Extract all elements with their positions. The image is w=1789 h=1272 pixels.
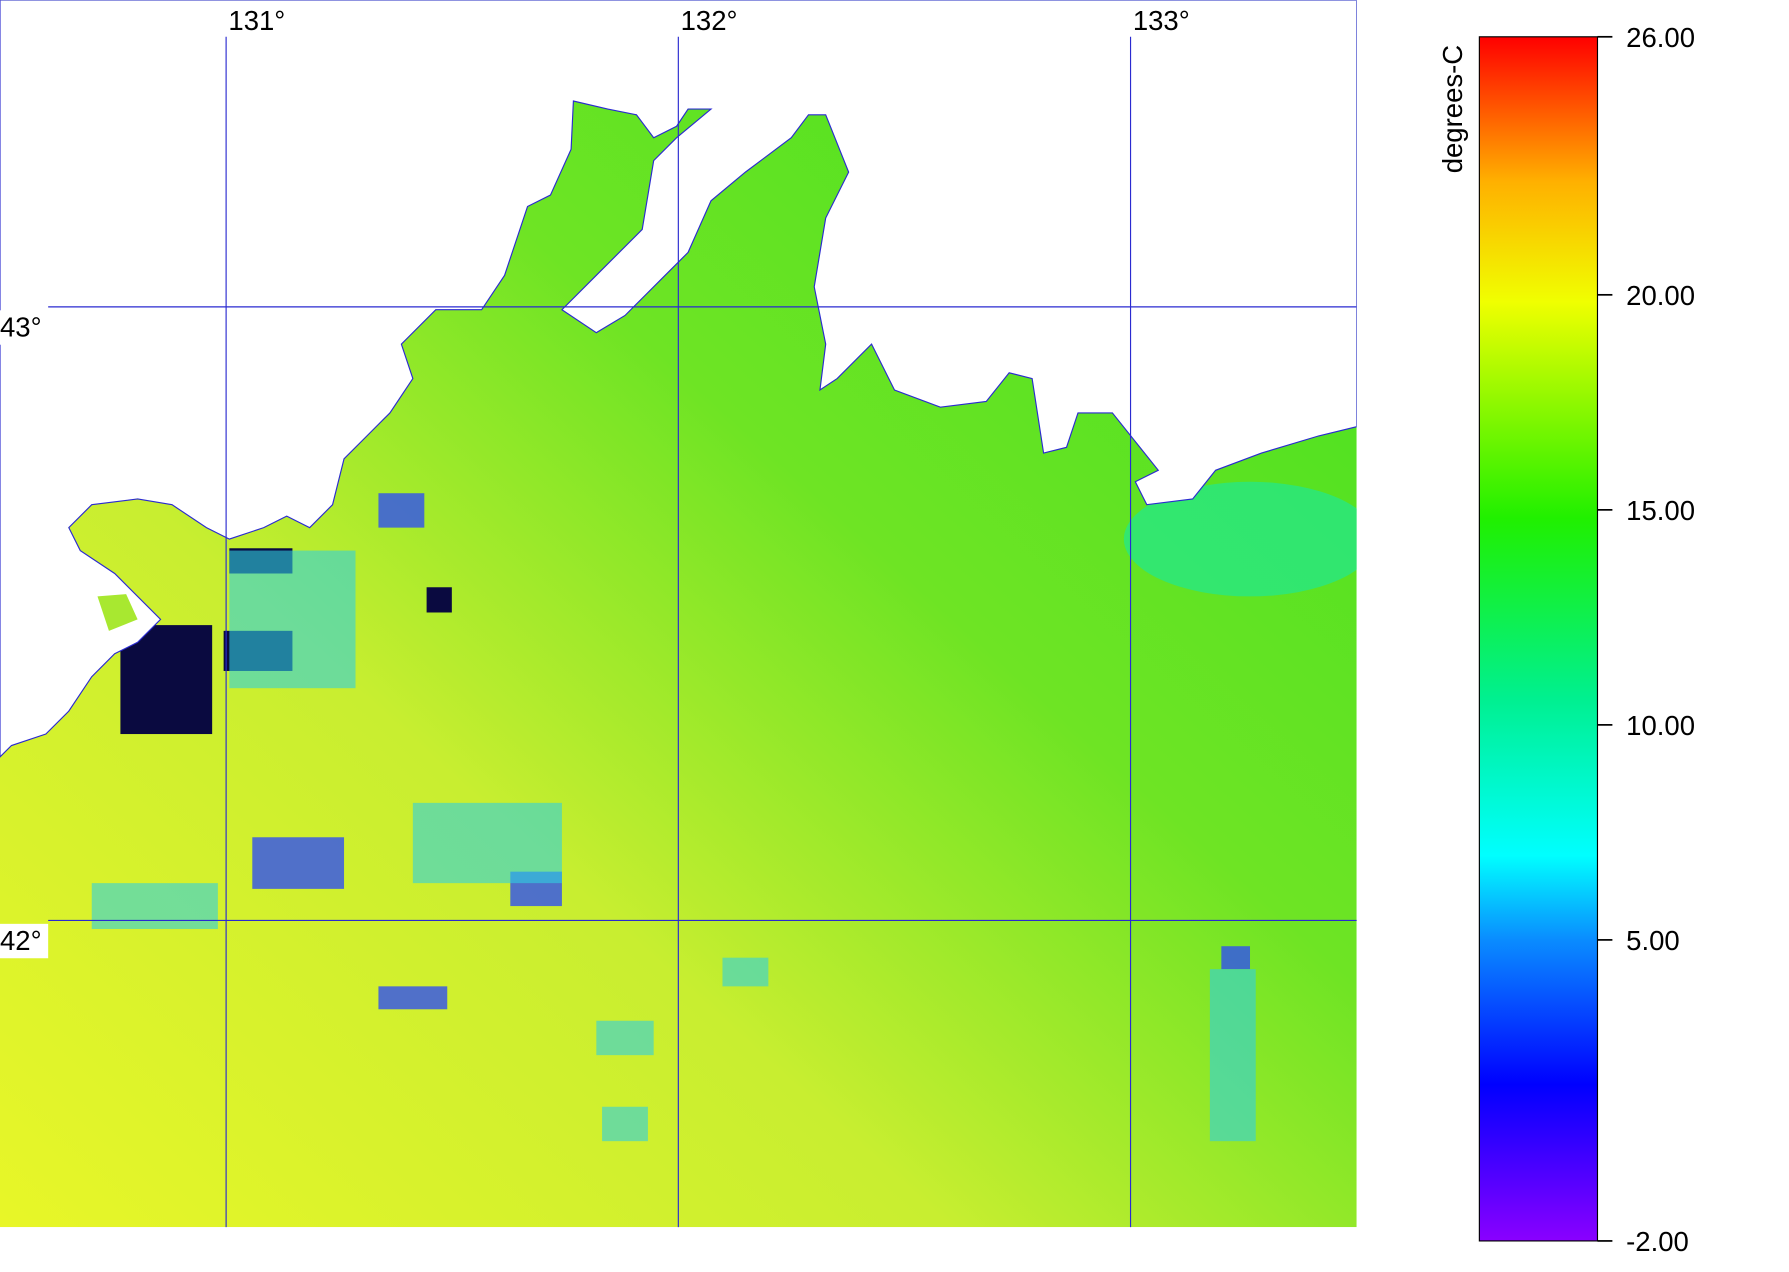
lon-label: 131° — [228, 5, 285, 36]
lon-label: 133° — [1133, 5, 1190, 36]
lat-label-bg — [0, 923, 49, 959]
colorbar-tick-label: 10.00 — [1626, 710, 1695, 741]
lon-label: 132° — [681, 5, 738, 36]
cool-patches — [91, 550, 1256, 1142]
lat-label: 43° — [0, 312, 42, 343]
lat-label: 42° — [0, 925, 42, 956]
colorbar-tick-label: 15.00 — [1626, 495, 1695, 526]
colorbar-tick-label: -2.00 — [1626, 1226, 1689, 1257]
colorbar — [1478, 36, 1599, 1242]
sst-image — [0, 0, 1357, 1228]
colorbar-label: degrees-C — [1437, 45, 1468, 173]
island — [97, 594, 138, 631]
lat-label-bg — [0, 310, 49, 345]
colorbar-tick-label: 5.00 — [1626, 925, 1680, 956]
colorbar-tick-label: 20.00 — [1626, 280, 1695, 311]
land — [0, 0, 1357, 758]
colorbar-tick-label: 26.00 — [1626, 22, 1695, 53]
cool-water — [1123, 481, 1357, 597]
